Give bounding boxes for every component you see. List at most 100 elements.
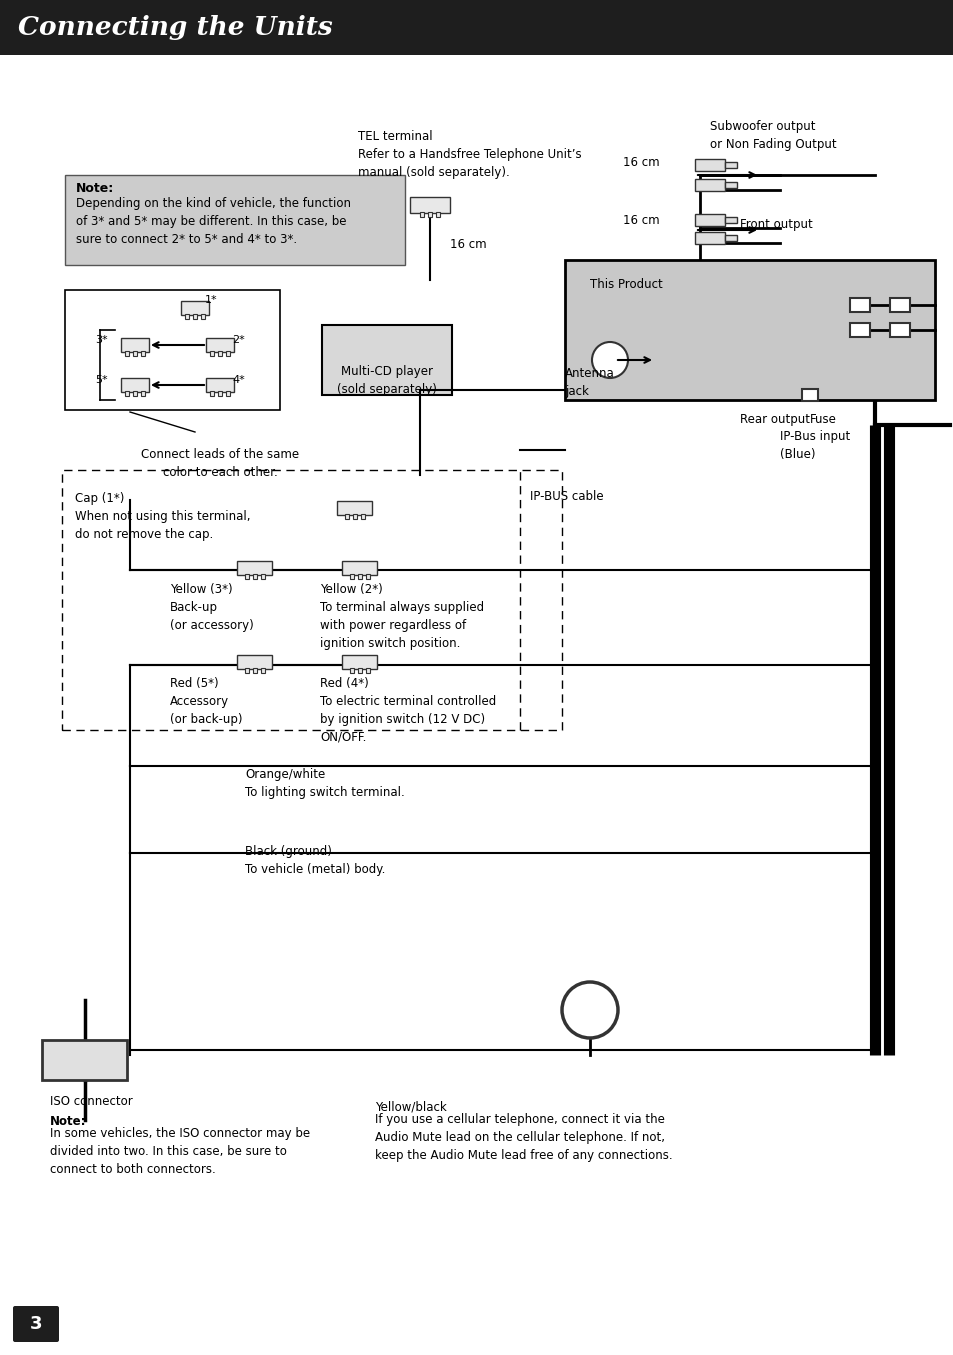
Bar <box>237 654 273 669</box>
Text: Rear output: Rear output <box>740 413 809 425</box>
Bar <box>801 389 817 401</box>
Bar <box>889 322 909 337</box>
Bar <box>342 561 377 575</box>
Bar <box>366 668 370 673</box>
Text: This Product: This Product <box>589 278 662 291</box>
Bar <box>261 575 265 579</box>
Bar <box>245 575 249 579</box>
Text: Yellow/black: Yellow/black <box>375 1100 446 1112</box>
Text: IP-Bus input
(Blue): IP-Bus input (Blue) <box>780 430 849 461</box>
Bar <box>218 351 222 356</box>
Text: 16 cm: 16 cm <box>622 214 659 226</box>
Text: Note:: Note: <box>50 1115 87 1127</box>
Bar <box>132 351 137 356</box>
Text: Antenna
jack: Antenna jack <box>564 367 614 398</box>
Bar <box>185 314 189 318</box>
Text: 5*: 5* <box>95 375 108 385</box>
Bar <box>695 179 724 191</box>
Bar <box>724 217 737 224</box>
Bar <box>695 159 724 171</box>
Bar <box>62 470 561 730</box>
Bar <box>121 337 149 352</box>
Text: ISO connector: ISO connector <box>50 1095 132 1108</box>
Bar <box>210 351 213 356</box>
Bar <box>564 260 934 400</box>
Bar <box>65 175 405 266</box>
Text: Depending on the kind of vehicle, the function
of 3* and 5* may be different. In: Depending on the kind of vehicle, the fu… <box>76 196 351 247</box>
Bar <box>125 351 129 356</box>
Text: Yellow (2*)
To terminal always supplied
with power regardless of
ignition switch: Yellow (2*) To terminal always supplied … <box>319 583 483 650</box>
Text: Red (5*)
Accessory
(or back-up): Red (5*) Accessory (or back-up) <box>170 678 242 726</box>
Text: Fuse: Fuse <box>809 413 836 425</box>
Text: 16 cm: 16 cm <box>450 238 486 252</box>
Text: 16 cm: 16 cm <box>622 156 659 168</box>
Text: Note:: Note: <box>76 182 114 195</box>
Text: 4*: 4* <box>232 375 245 385</box>
Bar <box>226 351 230 356</box>
Text: 3*: 3* <box>95 335 108 346</box>
Bar <box>695 214 724 226</box>
Bar <box>695 232 724 244</box>
Bar <box>889 298 909 312</box>
Text: 3: 3 <box>30 1314 42 1333</box>
Bar <box>360 514 365 519</box>
Bar <box>0 0 953 56</box>
Bar <box>261 668 265 673</box>
Bar <box>237 561 273 575</box>
Bar <box>350 668 354 673</box>
FancyBboxPatch shape <box>13 1306 59 1341</box>
Bar <box>724 163 737 168</box>
Bar <box>218 392 222 396</box>
Bar <box>350 575 354 579</box>
Bar <box>410 196 450 213</box>
Text: In some vehicles, the ISO connector may be
divided into two. In this case, be su: In some vehicles, the ISO connector may … <box>50 1127 310 1176</box>
Text: 2*: 2* <box>232 335 245 346</box>
Text: Multi-CD player
(sold separately): Multi-CD player (sold separately) <box>336 364 436 396</box>
Bar <box>253 575 256 579</box>
Bar <box>436 211 439 217</box>
Bar <box>210 392 213 396</box>
Text: If you use a cellular telephone, connect it via the
Audio Mute lead on the cellu: If you use a cellular telephone, connect… <box>375 1112 672 1163</box>
Bar <box>181 301 209 314</box>
Text: 1*: 1* <box>205 295 217 305</box>
Text: Connect leads of the same
color to each other.: Connect leads of the same color to each … <box>141 449 298 480</box>
Text: TEL terminal
Refer to a Handsfree Telephone Unit’s
manual (sold separately).: TEL terminal Refer to a Handsfree Teleph… <box>357 130 581 179</box>
Bar <box>245 668 249 673</box>
Bar <box>724 234 737 241</box>
Bar <box>337 501 372 515</box>
Text: IP-BUS cable: IP-BUS cable <box>530 491 603 503</box>
Circle shape <box>592 341 627 378</box>
Text: Subwoofer output
or Non Fading Output: Subwoofer output or Non Fading Output <box>709 121 836 150</box>
Text: Yellow (3*)
Back-up
(or accessory): Yellow (3*) Back-up (or accessory) <box>170 583 253 631</box>
Text: Front output: Front output <box>740 218 812 230</box>
Bar <box>353 514 356 519</box>
Bar <box>206 337 233 352</box>
Bar <box>132 392 137 396</box>
Bar <box>125 392 129 396</box>
Bar <box>357 668 361 673</box>
Bar <box>366 575 370 579</box>
Bar <box>849 298 869 312</box>
Bar <box>253 668 256 673</box>
Bar <box>428 211 432 217</box>
Text: Red (4*)
To electric terminal controlled
by ignition switch (12 V DC)
ON/OFF.: Red (4*) To electric terminal controlled… <box>319 678 496 744</box>
Bar <box>206 378 233 392</box>
Bar <box>141 351 145 356</box>
Bar <box>342 654 377 669</box>
Bar <box>357 575 361 579</box>
Bar <box>226 392 230 396</box>
Bar <box>141 392 145 396</box>
Bar <box>42 1041 127 1080</box>
Bar <box>849 322 869 337</box>
Bar <box>345 514 349 519</box>
Text: Cap (1*)
When not using this terminal,
do not remove the cap.: Cap (1*) When not using this terminal, d… <box>75 492 251 541</box>
Bar <box>193 314 196 318</box>
Bar <box>121 378 149 392</box>
Text: Connecting the Units: Connecting the Units <box>18 15 333 41</box>
Text: Black (ground)
To vehicle (metal) body.: Black (ground) To vehicle (metal) body. <box>245 846 385 875</box>
Bar <box>65 290 280 411</box>
Bar <box>724 182 737 188</box>
Bar <box>419 211 423 217</box>
Text: Orange/white
To lighting switch terminal.: Orange/white To lighting switch terminal… <box>245 768 404 799</box>
Bar <box>322 325 452 396</box>
